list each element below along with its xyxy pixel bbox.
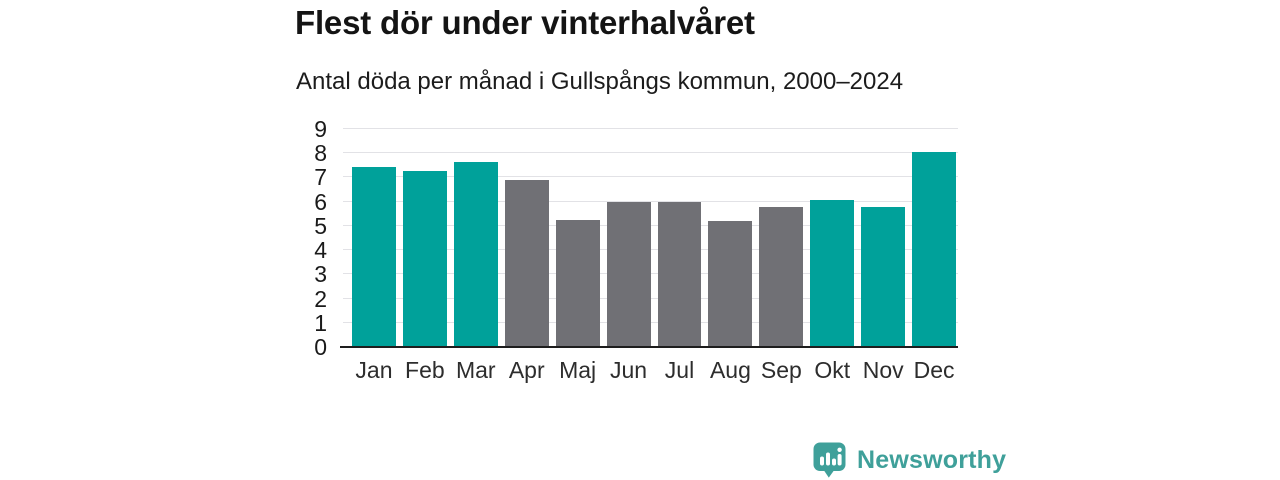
y-tick-label: 8 bbox=[314, 140, 327, 167]
y-tick-label: 6 bbox=[314, 188, 327, 215]
gridline bbox=[343, 152, 958, 154]
newsworthy-wordmark: Newsworthy bbox=[857, 445, 1007, 474]
bar-column-sep: Sep bbox=[759, 129, 804, 383]
y-tick-label: 0 bbox=[314, 334, 327, 360]
gridline bbox=[343, 128, 958, 129]
bar-column-mar: Mar bbox=[453, 129, 498, 383]
x-tick-label-okt: Okt bbox=[814, 357, 851, 383]
x-axis-baseline bbox=[340, 346, 958, 348]
bar-column-jul: Jul bbox=[657, 129, 702, 383]
y-tick-label: 2 bbox=[314, 285, 327, 312]
bar-okt bbox=[810, 200, 855, 347]
plot-area: Jan Feb Mar Apr Maj Jun Jul Aug Sep Okt Nov Dec bbox=[340, 128, 958, 383]
y-tick-label: 3 bbox=[314, 261, 327, 288]
bar-column-dec: Dec bbox=[912, 129, 957, 383]
bar-column-jan: Jan bbox=[352, 129, 396, 383]
gridline bbox=[343, 176, 958, 178]
bar-mar bbox=[453, 161, 498, 347]
bar-column-maj: Maj bbox=[555, 129, 600, 383]
gridline bbox=[343, 200, 958, 202]
chart-title: Flest dör under vinterhalvåret bbox=[295, 4, 755, 41]
x-tick-label-jul: Jul bbox=[664, 357, 695, 383]
x-tick-label-mar: Mar bbox=[455, 357, 496, 383]
x-tick-label-maj: Maj bbox=[559, 357, 597, 383]
bar-column-apr: Apr bbox=[504, 129, 549, 383]
bar-column-nov: Nov bbox=[861, 129, 906, 383]
y-tick-label: 7 bbox=[314, 164, 327, 191]
bar-jul bbox=[657, 201, 702, 347]
bar-jan bbox=[352, 166, 396, 347]
bar-dec bbox=[912, 152, 957, 347]
bar-column-feb: Feb bbox=[402, 129, 447, 383]
bar-feb bbox=[402, 171, 447, 347]
bar-apr bbox=[504, 179, 549, 347]
y-tick-label: 9 bbox=[314, 116, 327, 142]
x-tick-label-apr: Apr bbox=[508, 357, 545, 383]
newsworthy-bar-chart-bubble-icon bbox=[812, 442, 847, 478]
y-tick-label: 4 bbox=[314, 237, 327, 264]
x-tick-label-feb: Feb bbox=[405, 357, 445, 383]
x-tick-label-aug: Aug bbox=[709, 357, 751, 383]
bar-nov bbox=[861, 206, 906, 347]
newsworthy-logo-link[interactable]: Newsworthy bbox=[812, 442, 1006, 478]
bar-maj bbox=[555, 219, 600, 347]
x-tick-label-dec: Dec bbox=[913, 357, 955, 383]
bars: Jan Feb Mar Apr Maj Jun Jul Aug Sep Okt Nov Dec bbox=[352, 129, 957, 383]
x-tick-label-jan: Jan bbox=[355, 357, 393, 383]
x-tick-label-nov: Nov bbox=[862, 357, 904, 383]
x-tick-label-sep: Sep bbox=[760, 357, 802, 383]
bar-jun bbox=[606, 201, 651, 347]
bar-column-aug: Aug bbox=[708, 129, 753, 383]
chart-subtitle: Antal döda per månad i Gullspångs kommun… bbox=[296, 68, 904, 95]
y-tick-label: 1 bbox=[314, 309, 327, 336]
bar-column-okt: Okt bbox=[810, 129, 855, 383]
x-tick-label-jun: Jun bbox=[610, 357, 648, 383]
bar-sep bbox=[759, 206, 804, 347]
y-tick-label: 5 bbox=[314, 212, 327, 239]
bar-aug bbox=[708, 221, 753, 347]
bar-column-jun: Jun bbox=[606, 129, 651, 383]
